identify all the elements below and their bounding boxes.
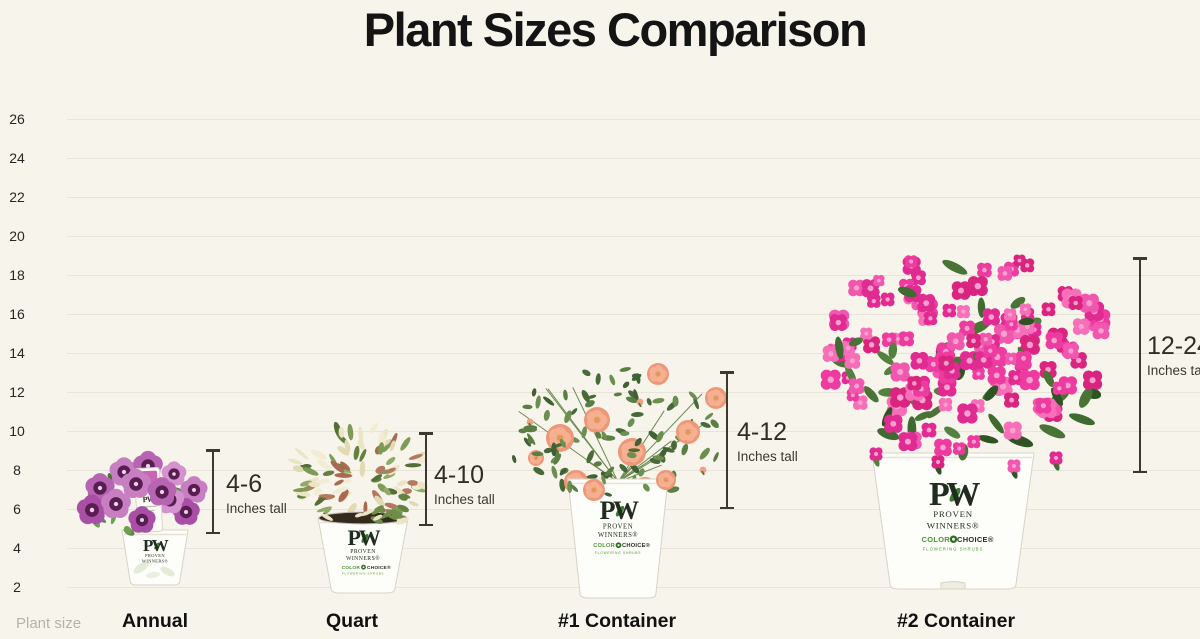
pot-badge-flowering-shrubs: FLOWERING SHRUBS — [342, 571, 384, 575]
x-axis-label: Plant size — [16, 615, 82, 632]
annual-flowers — [76, 450, 208, 525]
pot-badge-color: COLOR — [922, 535, 951, 544]
measure-cap-icon — [419, 523, 433, 526]
annual-plant-image: PW PROVEN WINNERS® PW — [76, 444, 210, 594]
measure-line — [425, 433, 427, 525]
quart-foliage-front — [321, 505, 409, 525]
measure-line-quart — [419, 432, 433, 526]
range-label-quart: 4-10 Inches tall — [434, 461, 495, 507]
measure-cap-icon — [720, 506, 734, 509]
range-label-container2: 12-24 Inches tall — [1147, 332, 1200, 378]
pot-brand-winners: WINNERS® — [598, 532, 638, 539]
container2-plant-image: PW PROVEN WINNERS® COLOR CHOICE® FLOWERING SH… — [818, 250, 1132, 594]
annual-flowers-front — [128, 506, 156, 533]
range-unit: Inches tall — [737, 448, 798, 464]
pot-brand-winners: WINNERS® — [927, 520, 980, 530]
range-value: 4-10 — [434, 461, 485, 489]
y-tick-label: 20 — [9, 228, 25, 244]
measure-line-annual — [206, 449, 220, 534]
gridline — [67, 431, 1200, 432]
range-unit: Inches tall — [434, 491, 495, 507]
gridline — [67, 158, 1200, 159]
range-label-container1: 4-12 Inches tall — [737, 418, 798, 464]
y-tick-label: 8 — [13, 462, 21, 478]
y-tick-label: 24 — [9, 150, 25, 166]
gridline — [67, 275, 1200, 276]
measure-line-container2 — [1133, 257, 1147, 473]
gridline — [67, 197, 1200, 198]
container1-plant-image: PW PROVEN WINNERS® COLOR CHOICE® FLOWERING SH… — [498, 362, 742, 602]
range-value: 12-24 — [1147, 332, 1200, 360]
pot-brand-pw: PW — [600, 496, 639, 525]
range-label-annual: 4-6 Inches tall — [226, 470, 287, 516]
gridline — [67, 314, 1200, 315]
category-label-annual: Annual — [121, 610, 189, 632]
pot-brand-proven: PROVEN — [933, 509, 973, 519]
range-unit: Inches tall — [226, 500, 287, 516]
y-tick-label: 2 — [13, 579, 21, 595]
measure-cap-icon — [1133, 470, 1147, 473]
y-tick-label: 26 — [9, 111, 25, 127]
range-unit: Inches tall — [1147, 362, 1200, 378]
pot-badge-color: COLOR — [342, 565, 361, 571]
y-tick-label: 18 — [9, 267, 25, 283]
pot-brand-winners: WINNERS® — [142, 559, 169, 564]
y-tick-label: 12 — [9, 384, 25, 400]
pot-brand-pw: PW — [143, 536, 169, 555]
measure-line — [212, 450, 214, 533]
pot-badge-choice: CHOICE® — [622, 542, 651, 549]
measure-line — [726, 372, 728, 508]
pot-brand-proven: PROVEN — [350, 549, 376, 555]
pot-badge-color: COLOR — [593, 543, 615, 549]
chart-title: Plant Sizes Comparison — [363, 3, 868, 56]
pot-badge-flowering-shrubs: FLOWERING SHRUBS — [595, 551, 641, 555]
pot-badge-choice: CHOICE® — [367, 564, 391, 571]
gridline — [67, 353, 1200, 354]
category-label-container1: #1 Container — [557, 610, 677, 632]
pot-brand-proven: PROVEN — [145, 553, 165, 558]
category-label-quart: Quart — [325, 610, 379, 632]
container2-flowers — [820, 254, 1111, 479]
y-tick-label: 4 — [13, 540, 21, 556]
pot-brand-proven: PROVEN — [603, 523, 633, 530]
pot-brand-pw: PW — [347, 525, 380, 550]
tag-pw-label: PW — [142, 495, 155, 505]
quart-foliage — [288, 421, 429, 521]
y-tick-label: 16 — [9, 306, 25, 322]
y-tick-label: 14 — [9, 345, 25, 361]
annual-flowers-front — [147, 477, 177, 506]
gridline — [67, 119, 1200, 120]
y-tick-label: 6 — [13, 501, 21, 517]
pot-badge-flowering-shrubs: FLOWERING SHRUBS — [923, 546, 984, 551]
pot-brand-pw: PW — [929, 476, 980, 513]
measure-line — [1139, 258, 1141, 472]
measure-line-container1 — [720, 371, 734, 509]
annual-flowers-front — [121, 468, 151, 498]
pot-brand-winners: WINNERS® — [346, 555, 380, 562]
gridline — [67, 236, 1200, 237]
y-tick-label: 22 — [9, 189, 25, 205]
container1-foliage-front — [531, 431, 689, 501]
range-value: 4-6 — [226, 470, 263, 498]
quart-plant-image: PW PROVEN WINNERS® COLOR CHOICE® FLOWERING SH… — [285, 421, 441, 597]
y-tick-label: 10 — [9, 423, 25, 439]
category-label-container2: #2 Container — [896, 610, 1016, 632]
range-value: 4-12 — [737, 418, 788, 446]
pot-badge-choice: CHOICE® — [957, 535, 994, 544]
measure-cap-icon — [206, 531, 220, 534]
